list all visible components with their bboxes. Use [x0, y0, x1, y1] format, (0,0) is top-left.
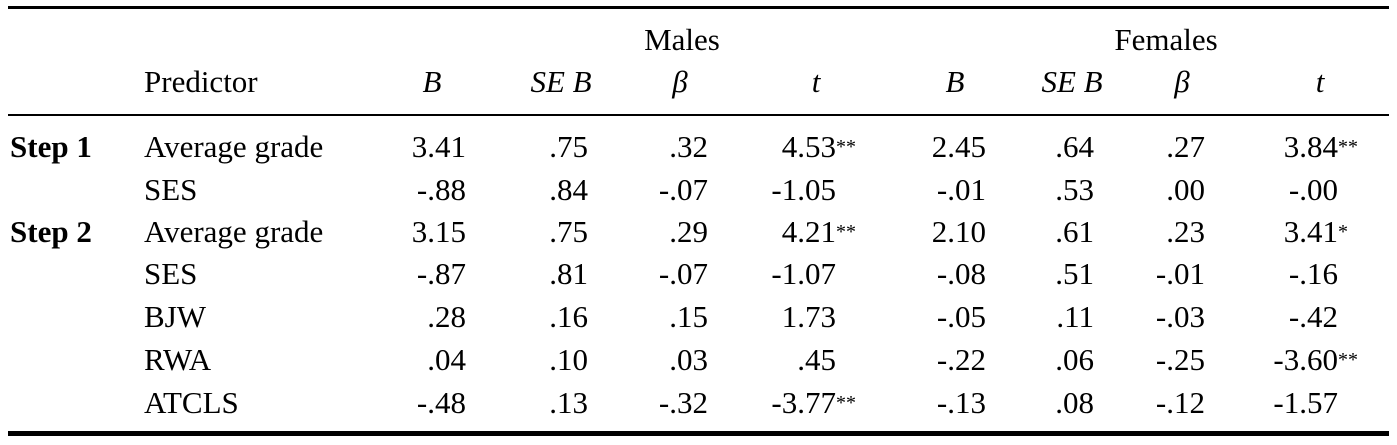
bottom-rule	[8, 431, 1389, 436]
females-se-b-cell: .08	[1055, 385, 1094, 420]
predictor-cell: RWA	[144, 342, 212, 377]
females-b-cell: 2.45	[931, 129, 986, 164]
group-header-males: Males	[644, 22, 720, 57]
males-beta-cell: .03	[669, 342, 708, 377]
males-b-cell: -.88	[416, 172, 466, 207]
males-beta-cell: -.32	[658, 385, 708, 420]
col-header-males-beta: β	[672, 64, 688, 99]
females-beta-cell: -.03	[1155, 299, 1205, 334]
females-beta-cell: .27	[1166, 129, 1205, 164]
males-b-cell: -.48	[416, 385, 466, 420]
significance-marker: *	[1338, 221, 1348, 243]
col-header-predictor: Predictor	[144, 64, 258, 99]
top-rule	[8, 6, 1389, 9]
females-b-cell: -.05	[936, 299, 986, 334]
males-t-cell: 4.21 **	[781, 214, 856, 249]
females-t-cell: 3.41 *	[1283, 214, 1348, 249]
females-t-cell: 3.84 **	[1283, 129, 1358, 164]
col-header-females-se-b: SE B	[1041, 64, 1103, 99]
females-se-b-cell: .51	[1055, 256, 1094, 291]
females-beta-cell: -.12	[1155, 385, 1205, 420]
females-beta-cell: .23	[1166, 214, 1205, 249]
males-se-b-cell: .75	[549, 129, 588, 164]
females-t-cell: -.16	[1288, 256, 1338, 291]
males-b-cell: .28	[427, 299, 466, 334]
col-header-females-t: t	[1315, 64, 1325, 99]
females-se-b-cell: .11	[1056, 299, 1094, 334]
males-beta-cell: .32	[669, 129, 708, 164]
females-t-cell: -.00	[1288, 172, 1338, 207]
males-t-cell: .45	[797, 342, 836, 377]
significance-marker: **	[836, 136, 856, 158]
males-se-b-cell: .81	[549, 256, 588, 291]
predictor-cell: Average grade	[144, 214, 324, 249]
males-beta-cell: .29	[669, 214, 708, 249]
females-se-b-cell: .64	[1055, 129, 1094, 164]
males-se-b-cell: .16	[549, 299, 588, 334]
females-t-cell: -.42	[1288, 299, 1338, 334]
males-se-b-cell: .13	[549, 385, 588, 420]
males-beta-cell: -.07	[658, 172, 708, 207]
females-b-cell: -.08	[936, 256, 986, 291]
predictor-cell: SES	[144, 172, 198, 207]
females-se-b-cell: .06	[1055, 342, 1094, 377]
females-b-cell: 2.10	[931, 214, 986, 249]
step-label: Step 1	[10, 129, 92, 164]
males-se-b-cell: .75	[549, 214, 588, 249]
col-header-males-se-b: SE B	[530, 64, 592, 99]
predictor-cell: BJW	[144, 299, 206, 334]
significance-marker: **	[1338, 349, 1358, 371]
females-b-cell: -.13	[936, 385, 986, 420]
males-se-b-cell: .10	[549, 342, 588, 377]
header-rule	[8, 114, 1389, 116]
step-label: Step 2	[10, 214, 92, 249]
males-beta-cell: .15	[669, 299, 708, 334]
males-se-b-cell: .84	[549, 172, 588, 207]
females-se-b-cell: .53	[1055, 172, 1094, 207]
males-b-cell: 3.41	[411, 129, 466, 164]
females-se-b-cell: .61	[1055, 214, 1094, 249]
col-header-males-t: t	[811, 64, 821, 99]
males-t-cell: 1.73	[781, 299, 836, 334]
col-header-females-beta: β	[1174, 64, 1190, 99]
males-b-cell: -.87	[416, 256, 466, 291]
males-t-cell: -3.77 **	[771, 385, 856, 420]
predictor-cell: ATCLS	[144, 385, 239, 420]
females-b-cell: -.01	[936, 172, 986, 207]
males-b-cell: 3.15	[411, 214, 466, 249]
significance-marker: **	[1338, 136, 1358, 158]
significance-marker: **	[836, 221, 856, 243]
females-beta-cell: -.01	[1155, 256, 1205, 291]
group-header-females: Females	[1114, 22, 1218, 57]
males-b-cell: .04	[427, 342, 466, 377]
females-t-cell: -1.57	[1273, 385, 1338, 420]
col-header-males-b: B	[422, 64, 442, 99]
predictor-cell: SES	[144, 256, 198, 291]
females-beta-cell: .00	[1166, 172, 1205, 207]
col-header-females-b: B	[945, 64, 965, 99]
predictor-cell: Average grade	[144, 129, 324, 164]
significance-marker: **	[836, 392, 856, 414]
females-b-cell: -.22	[936, 342, 986, 377]
males-t-cell: -1.07	[771, 256, 836, 291]
males-t-cell: -1.05	[771, 172, 836, 207]
females-beta-cell: -.25	[1155, 342, 1205, 377]
males-beta-cell: -.07	[658, 256, 708, 291]
females-t-cell: -3.60 **	[1273, 342, 1358, 377]
males-t-cell: 4.53 **	[781, 129, 856, 164]
